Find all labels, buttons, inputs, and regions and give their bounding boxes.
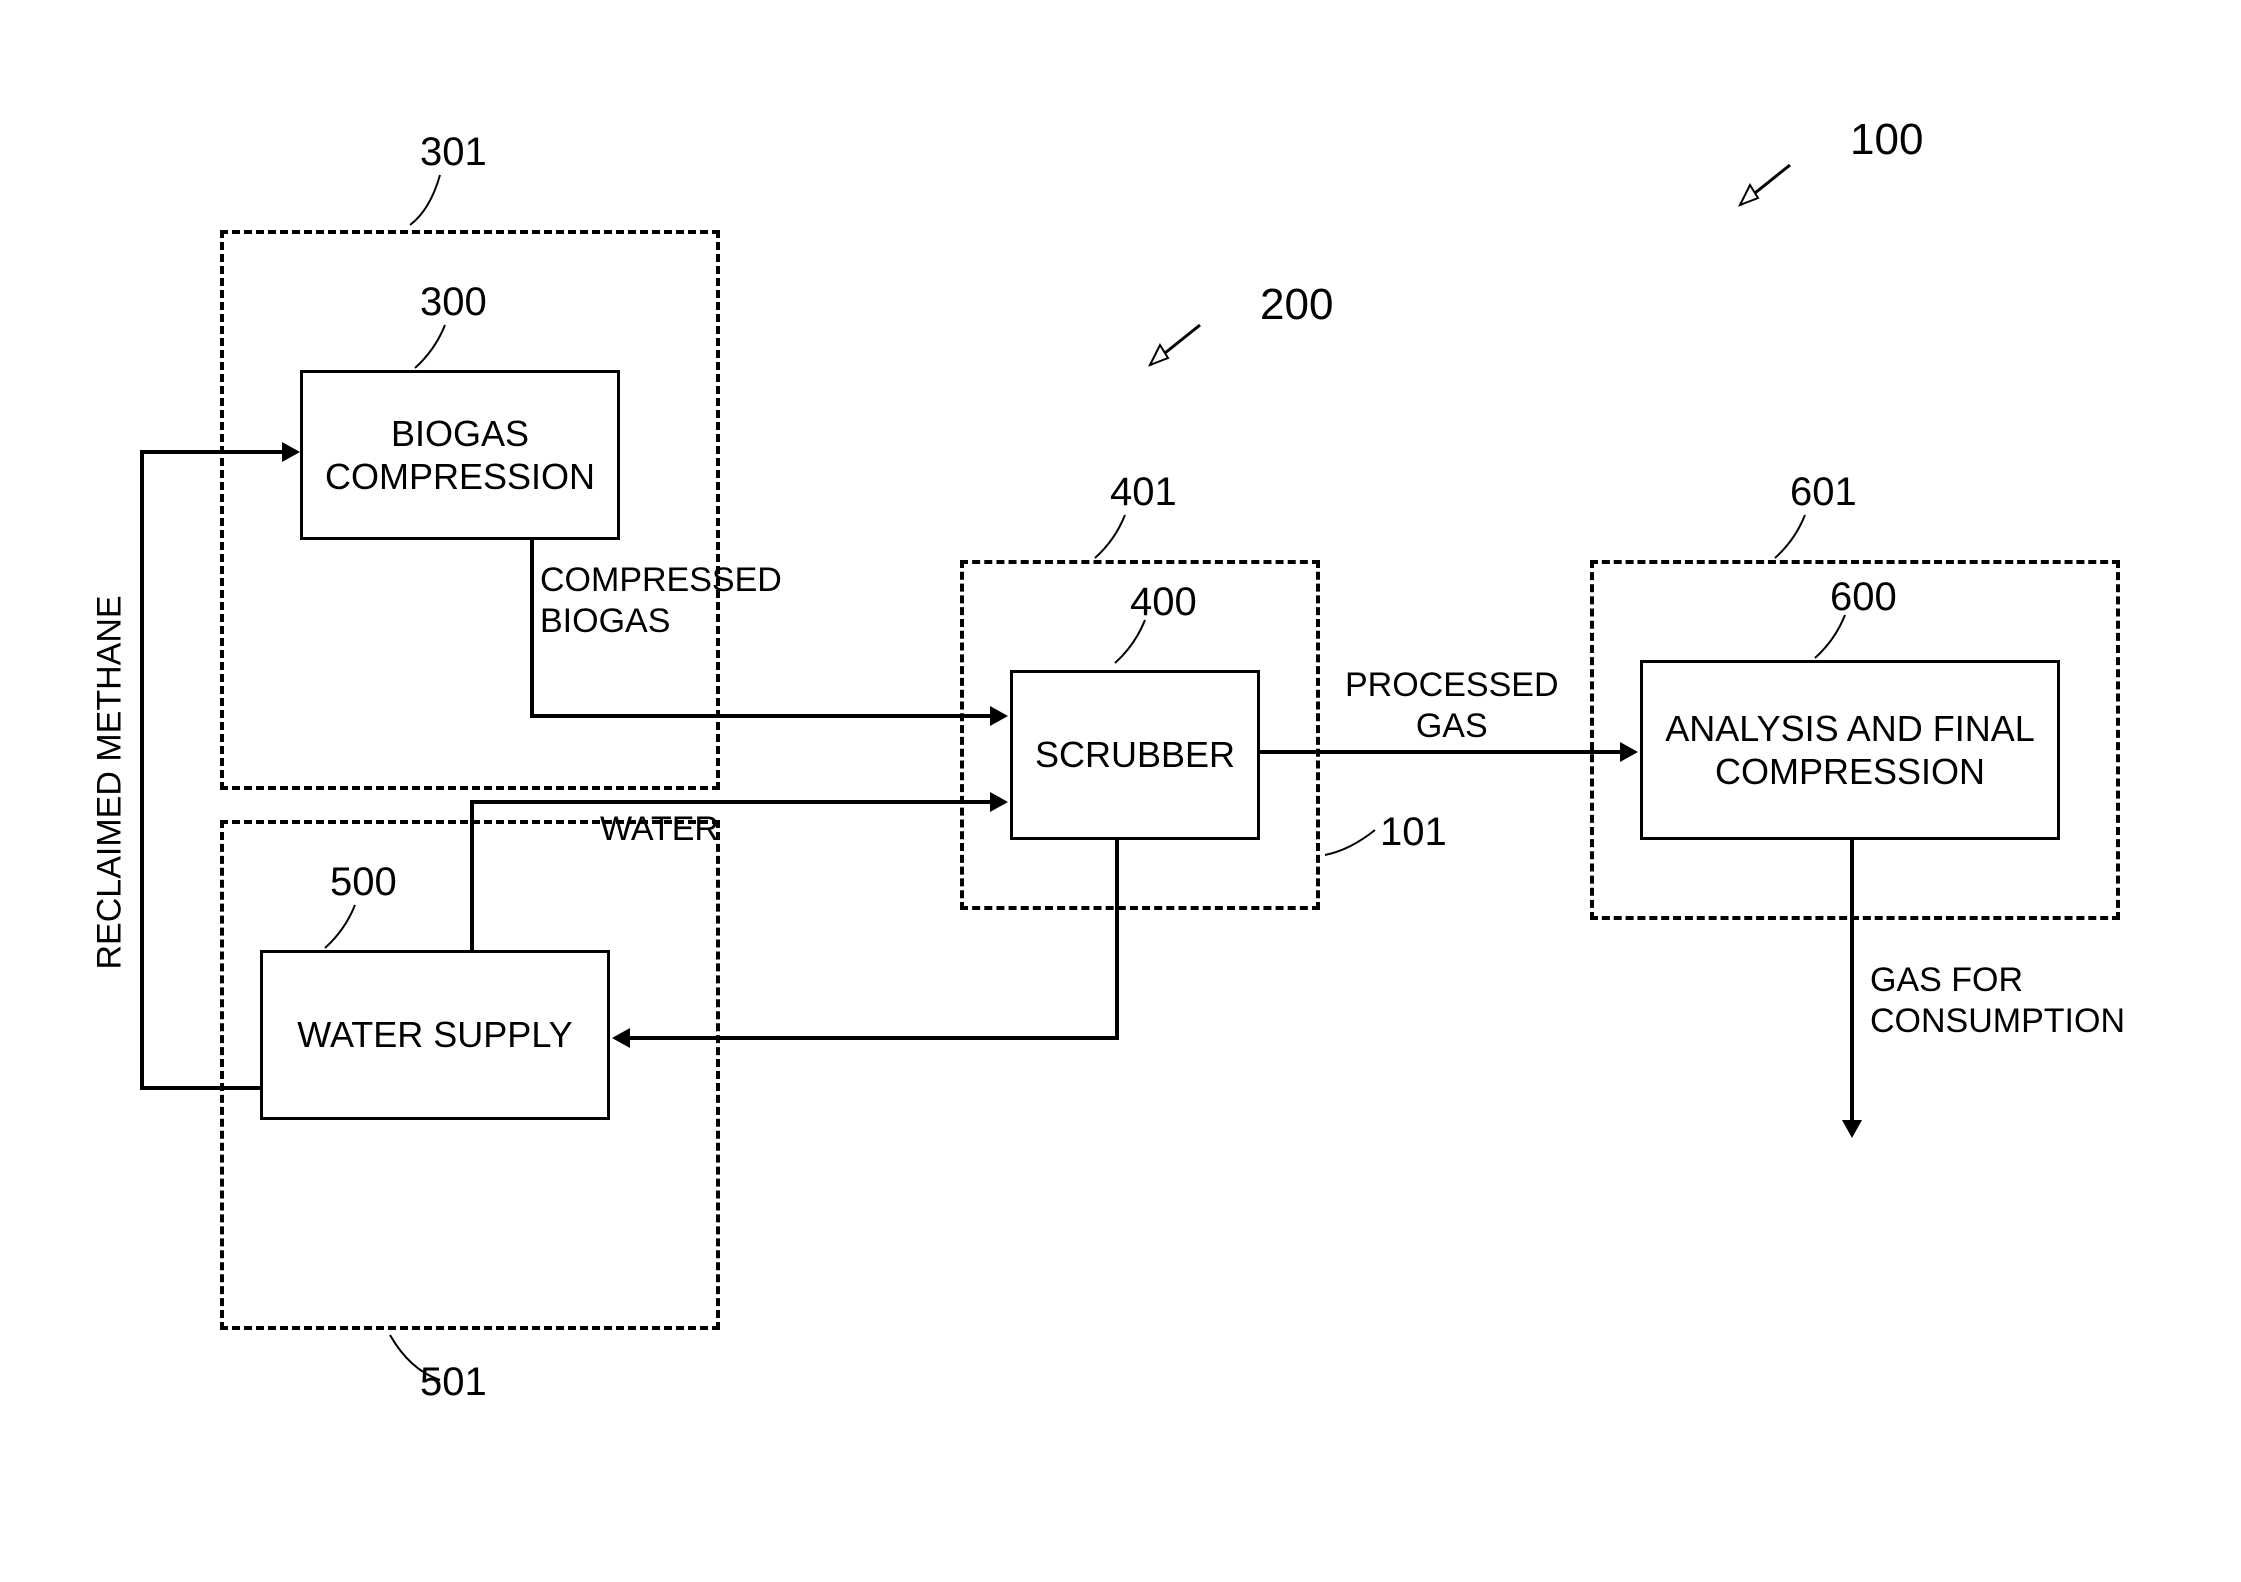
line-reclaimed-top — [140, 450, 282, 454]
ref-501: 501 — [420, 1360, 487, 1405]
arrowhead-gas-out — [1842, 1120, 1862, 1138]
label-compressed-biogas: COMPRESSED BIOGAS — [540, 560, 782, 642]
arrowhead-biogas-scrubber — [990, 706, 1008, 726]
box-analysis: ANALYSIS AND FINAL COMPRESSION — [1640, 660, 2060, 840]
label-analysis: ANALYSIS AND FINAL COMPRESSION — [1643, 707, 2057, 793]
label-processed-gas: PROCESSED GAS — [1345, 665, 1559, 747]
line-scrubber-down — [1115, 840, 1119, 1040]
ref-300: 300 — [420, 280, 487, 325]
line-water-up — [470, 800, 474, 950]
label-gas-consumption: GAS FOR CONSUMPTION — [1870, 960, 2125, 1042]
line-scrubber-return — [630, 1036, 1119, 1040]
line-processed-gas — [1260, 750, 1620, 754]
label-water-supply: WATER SUPPLY — [297, 1014, 572, 1056]
ref-600: 600 — [1830, 575, 1897, 620]
ref-500: 500 — [330, 860, 397, 905]
line-biogas-right — [530, 714, 990, 718]
ref-101: 101 — [1380, 810, 1447, 855]
box-water-supply: WATER SUPPLY — [260, 950, 610, 1120]
line-gas-out — [1850, 840, 1854, 1120]
box-biogas-compression: BIOGAS COMPRESSION — [300, 370, 620, 540]
arrowhead-reclaimed — [282, 442, 300, 462]
ref-400: 400 — [1130, 580, 1197, 625]
line-reclaimed-vert — [140, 450, 144, 1090]
arrowhead-water-scrubber — [990, 792, 1008, 812]
ref-401: 401 — [1110, 470, 1177, 515]
ref-301: 301 — [420, 130, 487, 175]
label-scrubber: SCRUBBER — [1035, 734, 1235, 776]
arrowhead-scrubber-water — [612, 1028, 630, 1048]
ref-200: 200 — [1260, 280, 1333, 330]
arrowhead-processed-gas — [1620, 742, 1638, 762]
line-water-right — [470, 800, 990, 804]
label-reclaimed-methane: RECLAIMED METHANE — [91, 590, 130, 970]
label-water: WATER — [600, 810, 719, 849]
line-biogas-down — [530, 540, 534, 718]
ref-100: 100 — [1850, 115, 1923, 165]
line-reclaimed-bot — [140, 1086, 260, 1090]
ref-601: 601 — [1790, 470, 1857, 515]
box-scrubber: SCRUBBER — [1010, 670, 1260, 840]
label-biogas-compression: BIOGAS COMPRESSION — [303, 412, 617, 498]
